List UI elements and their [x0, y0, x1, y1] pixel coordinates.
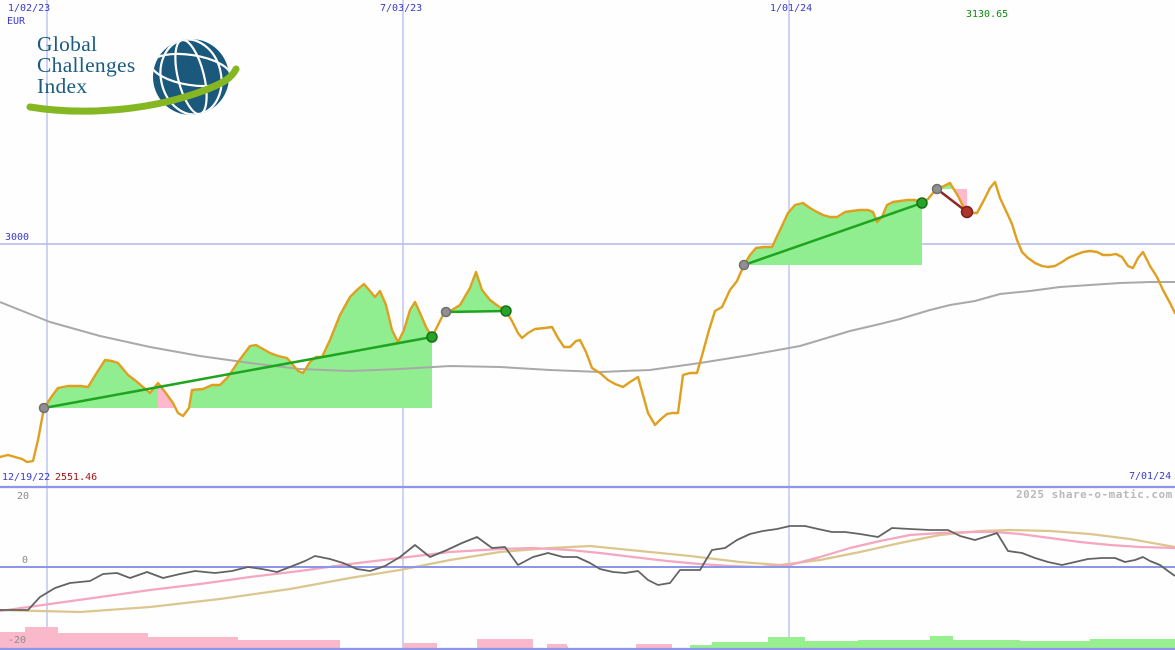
trend-line-up: [43, 335, 433, 410]
histogram-bar-pink: [0, 632, 25, 650]
logo-swoosh: [26, 65, 240, 115]
trend-end-dot-green: [500, 305, 512, 317]
histogram-bar-green: [768, 637, 805, 650]
y-axis-tick-3000: 3000: [5, 232, 30, 243]
histogram-bar-green: [953, 640, 1020, 650]
histogram-bar-pink: [636, 644, 672, 650]
high-value-label: 3130.65: [966, 9, 1009, 20]
trend-start-dot-gray: [38, 402, 50, 414]
moving-average-line: [0, 281, 1175, 373]
x-tick-bottom-right-date: 7/01/24: [1129, 471, 1172, 482]
trend-end-dot-red: [960, 205, 974, 219]
histogram-bar-pink: [403, 643, 437, 650]
logo-line2: Challenges: [37, 53, 136, 77]
x-tick-mid-date: 7/03/23: [380, 3, 423, 14]
trend-line-up: [445, 309, 507, 314]
histogram-bar-pink: [25, 627, 58, 650]
osc-tick-neg20: -20: [8, 635, 27, 646]
logo: Global Challenges Index: [0, 0, 260, 130]
logo-text: Global Challenges Index: [37, 32, 136, 98]
x-tick-top-left-date: 1/02/23: [8, 3, 51, 14]
histogram-bar-pink: [238, 640, 340, 650]
trend-line-down: [936, 188, 968, 213]
histogram-bar-pink: [148, 637, 238, 650]
currency-label: EUR: [7, 16, 26, 27]
histogram-bar-green: [805, 641, 858, 650]
histogram-bar-green: [712, 642, 768, 650]
trend-line-up: [743, 201, 923, 267]
logo-line3: Index: [37, 74, 88, 98]
globe-icon: [26, 39, 240, 115]
osc-tick-0: 0: [22, 555, 29, 566]
start-value-label: 2551.46: [55, 472, 98, 483]
x-tick-right-date: 1/01/24: [770, 3, 813, 14]
trend-fill-green: [189, 284, 432, 408]
trend-end-dot-green: [426, 331, 438, 343]
histogram-bar-green: [858, 640, 930, 650]
watermark: 2025 share-o-matic.com: [1016, 488, 1173, 501]
osc-pink-line: [0, 530, 1175, 613]
trend-fill-green: [44, 360, 158, 408]
histogram-bar-green: [1020, 641, 1090, 650]
trend-start-dot-gray: [738, 259, 750, 271]
histogram-bar-pink: [477, 639, 533, 650]
osc-main-line: [0, 525, 1175, 611]
price-line: [0, 180, 1175, 464]
histogram-bar-pink: [547, 644, 567, 650]
start-date-label: 12/19/22: [2, 472, 51, 483]
logo-line1: Global: [37, 32, 98, 56]
histogram-bar-green: [1090, 639, 1175, 650]
histogram-bar-green: [690, 645, 712, 650]
trend-end-dot-green: [916, 197, 928, 209]
histogram-bar-green: [930, 636, 953, 650]
trend-start-dot-gray: [440, 306, 452, 318]
trend-start-dot-gray: [931, 183, 943, 195]
osc-tick-20: 20: [17, 491, 30, 502]
histogram-bar-pink: [58, 633, 148, 650]
globe-sphere: [153, 39, 229, 115]
osc-tan-line: [0, 528, 1175, 614]
